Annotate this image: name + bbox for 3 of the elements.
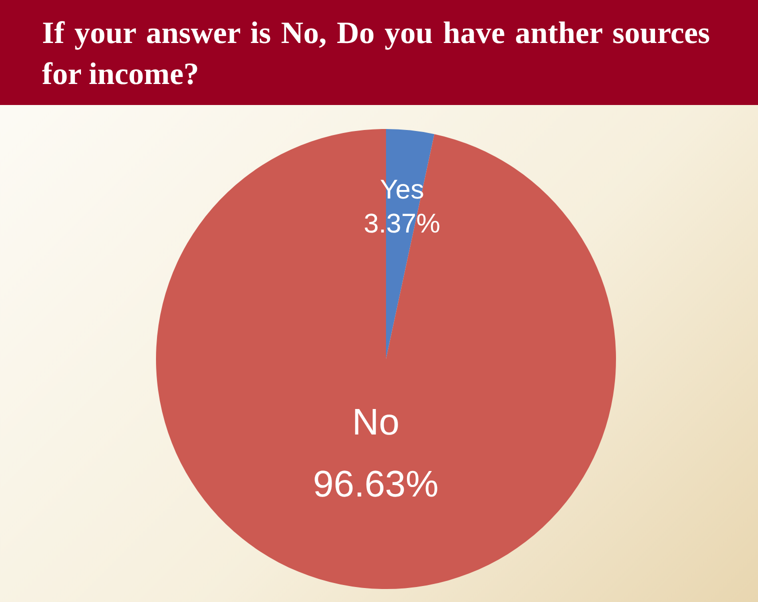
chart-title: If your answer is No, Do you have anther sources for income? [0,0,758,105]
data-label: 96.63% [313,463,439,504]
slice-label: No [352,401,400,442]
